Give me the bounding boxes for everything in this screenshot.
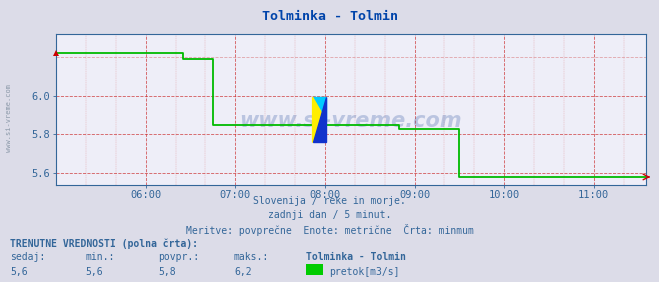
- Text: Slovenija / reke in morje.: Slovenija / reke in morje.: [253, 196, 406, 206]
- Text: min.:: min.:: [86, 252, 115, 262]
- Text: 5,6: 5,6: [10, 267, 28, 277]
- Text: maks.:: maks.:: [234, 252, 269, 262]
- Text: povpr.:: povpr.:: [158, 252, 199, 262]
- Text: www.si-vreme.com: www.si-vreme.com: [5, 84, 12, 153]
- Text: 5,8: 5,8: [158, 267, 176, 277]
- Text: sedaj:: sedaj:: [10, 252, 45, 262]
- Text: Meritve: povprečne  Enote: metrične  Črta: minmum: Meritve: povprečne Enote: metrične Črta:…: [186, 224, 473, 236]
- Text: Tolminka - Tolmin: Tolminka - Tolmin: [306, 252, 407, 262]
- Text: www.si-vreme.com: www.si-vreme.com: [240, 111, 462, 131]
- Text: zadnji dan / 5 minut.: zadnji dan / 5 minut.: [268, 210, 391, 220]
- Polygon shape: [312, 97, 326, 142]
- Text: pretok[m3/s]: pretok[m3/s]: [330, 267, 400, 277]
- Text: TRENUTNE VREDNOSTI (polna črta):: TRENUTNE VREDNOSTI (polna črta):: [10, 238, 198, 249]
- Polygon shape: [312, 97, 326, 120]
- Text: 5,6: 5,6: [86, 267, 103, 277]
- Polygon shape: [312, 97, 326, 142]
- Text: 6,2: 6,2: [234, 267, 252, 277]
- Text: Tolminka - Tolmin: Tolminka - Tolmin: [262, 10, 397, 23]
